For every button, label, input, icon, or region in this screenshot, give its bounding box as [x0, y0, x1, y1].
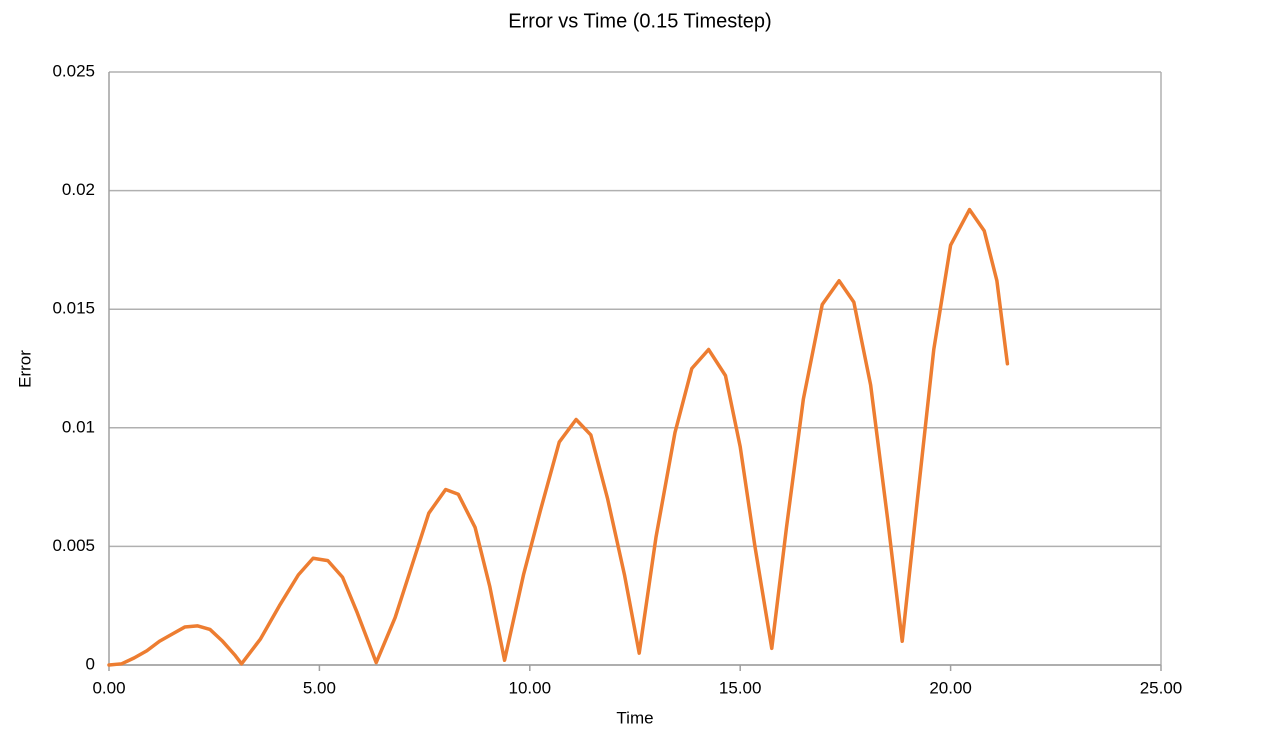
x-tick-label: 0.00	[92, 678, 125, 697]
x-tick-label: 5.00	[303, 678, 336, 697]
y-tick-label: 0.025	[52, 61, 95, 80]
y-tick-label: 0.015	[52, 299, 95, 318]
y-axis-label: Error	[15, 350, 34, 388]
y-tick-label: 0	[86, 654, 95, 673]
x-tick-label: 25.00	[1140, 678, 1183, 697]
y-tick-label: 0.005	[52, 536, 95, 555]
x-axis-label: Time	[616, 708, 653, 727]
chart-title: Error vs Time (0.15 Timestep)	[508, 10, 771, 32]
x-tick-label: 10.00	[509, 678, 552, 697]
y-tick-label: 0.01	[62, 417, 95, 436]
error-line	[107, 207, 1010, 667]
y-tick-label: 0.02	[62, 180, 95, 199]
x-tick-label: 15.00	[719, 678, 762, 697]
x-tick-label: 20.00	[929, 678, 972, 697]
